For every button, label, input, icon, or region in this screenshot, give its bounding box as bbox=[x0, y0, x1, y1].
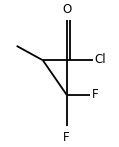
Text: F: F bbox=[63, 131, 70, 144]
Text: O: O bbox=[62, 3, 71, 16]
Text: Cl: Cl bbox=[94, 53, 106, 66]
Text: F: F bbox=[92, 87, 98, 101]
